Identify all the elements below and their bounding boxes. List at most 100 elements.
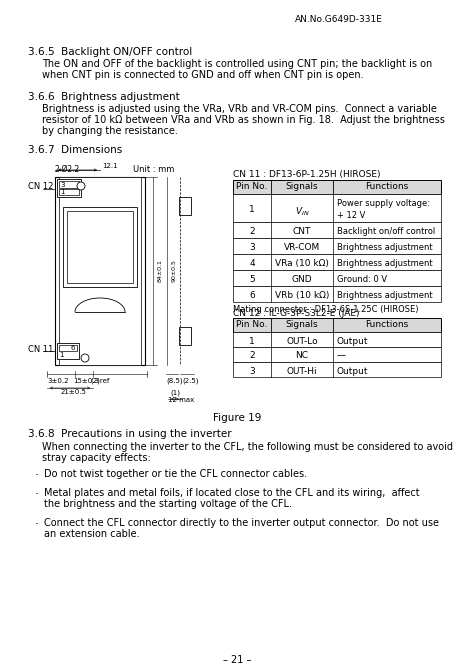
Bar bbox=[63, 207, 137, 287]
Bar bbox=[59, 177, 141, 365]
Text: 3.6.5  Backlight ON/OFF control: 3.6.5 Backlight ON/OFF control bbox=[28, 47, 192, 57]
Text: VRb (10 kΩ): VRb (10 kΩ) bbox=[275, 291, 329, 300]
Text: Output: Output bbox=[337, 336, 368, 346]
Text: OUT-Hi: OUT-Hi bbox=[287, 366, 317, 376]
Text: 3: 3 bbox=[249, 366, 255, 376]
Text: stray capacity effects:: stray capacity effects: bbox=[42, 453, 151, 463]
Text: GND: GND bbox=[292, 275, 312, 284]
Text: 1: 1 bbox=[60, 189, 64, 195]
Text: 3±0.2: 3±0.2 bbox=[47, 378, 69, 384]
Text: 6: 6 bbox=[249, 291, 255, 300]
Text: 4: 4 bbox=[249, 259, 255, 268]
Text: 3.6.6  Brightness adjustment: 3.6.6 Brightness adjustment bbox=[28, 92, 180, 102]
Text: by changing the resistance.: by changing the resistance. bbox=[42, 126, 178, 136]
Text: Figure 19: Figure 19 bbox=[213, 413, 261, 423]
Bar bbox=[57, 343, 79, 359]
Text: CN 12 : IL-G-3P-S3L2-E (JAE): CN 12 : IL-G-3P-S3L2-E (JAE) bbox=[233, 309, 359, 318]
Bar bbox=[233, 222, 441, 238]
Bar bbox=[179, 197, 191, 215]
Text: ·: · bbox=[35, 488, 39, 501]
Text: 3: 3 bbox=[60, 182, 64, 188]
Bar bbox=[67, 211, 133, 283]
Text: ·: · bbox=[35, 518, 39, 531]
Text: + 12 V: + 12 V bbox=[337, 211, 365, 219]
Text: 15±0.3: 15±0.3 bbox=[73, 378, 99, 384]
Text: CN 11: CN 11 bbox=[28, 345, 54, 354]
Bar bbox=[57, 179, 81, 197]
Text: 3.6.8  Precautions in using the inverter: 3.6.8 Precautions in using the inverter bbox=[28, 429, 232, 439]
Text: 5: 5 bbox=[249, 275, 255, 284]
Circle shape bbox=[77, 182, 85, 190]
Text: VRa (10 kΩ): VRa (10 kΩ) bbox=[275, 259, 329, 268]
Text: Pin No.: Pin No. bbox=[237, 320, 268, 329]
Bar bbox=[233, 238, 441, 254]
Text: Do not twist together or tie the CFL connector cables.: Do not twist together or tie the CFL con… bbox=[44, 469, 307, 479]
Text: 12.1: 12.1 bbox=[102, 163, 118, 169]
Bar bbox=[59, 189, 79, 195]
Text: AN.No.G649D-331E: AN.No.G649D-331E bbox=[295, 15, 383, 24]
Text: 84±0.1: 84±0.1 bbox=[158, 260, 163, 282]
Bar bbox=[233, 194, 441, 222]
Bar bbox=[179, 327, 191, 345]
Text: 3.6.7  Dimensions: 3.6.7 Dimensions bbox=[28, 145, 122, 155]
Text: 1: 1 bbox=[249, 336, 255, 346]
Text: (1): (1) bbox=[170, 389, 180, 395]
Text: When connecting the inverter to the CFL, the following must be considered to avo: When connecting the inverter to the CFL,… bbox=[42, 442, 453, 452]
Bar bbox=[233, 180, 441, 194]
Text: Unit : mm: Unit : mm bbox=[133, 165, 174, 174]
Text: (2.5): (2.5) bbox=[182, 378, 199, 384]
Text: 21±0.5: 21±0.5 bbox=[61, 389, 87, 395]
Bar bbox=[233, 362, 441, 377]
Text: ·: · bbox=[35, 469, 39, 482]
Text: 1: 1 bbox=[249, 205, 255, 214]
Text: $V_{IN}$: $V_{IN}$ bbox=[295, 205, 310, 217]
Text: – 21 –: – 21 – bbox=[223, 655, 251, 665]
Text: the brightness and the starting voltage of the CFL.: the brightness and the starting voltage … bbox=[44, 499, 292, 509]
Text: an extension cable.: an extension cable. bbox=[44, 529, 140, 539]
Text: 6: 6 bbox=[71, 345, 75, 351]
Text: Output: Output bbox=[337, 366, 368, 376]
Bar bbox=[59, 181, 79, 188]
Text: 12 max: 12 max bbox=[168, 397, 194, 403]
Text: OUT-Lo: OUT-Lo bbox=[286, 336, 318, 346]
Text: The ON and OFF of the backlight is controlled using CNT pin; the backlight is on: The ON and OFF of the backlight is contr… bbox=[42, 59, 432, 69]
Text: Mating connector : DF13-6S-1.25C (HIROSE): Mating connector : DF13-6S-1.25C (HIROSE… bbox=[233, 305, 419, 314]
Text: CN 12: CN 12 bbox=[28, 182, 54, 191]
Text: (2)ref: (2)ref bbox=[90, 378, 109, 384]
Bar bbox=[233, 270, 441, 286]
Text: Ground: 0 V: Ground: 0 V bbox=[337, 275, 387, 284]
Text: CN 11 : DF13-6P-1.25H (HIROSE): CN 11 : DF13-6P-1.25H (HIROSE) bbox=[233, 170, 381, 179]
Text: 2: 2 bbox=[249, 352, 255, 360]
Bar bbox=[59, 345, 77, 351]
Bar bbox=[233, 347, 441, 362]
Text: —: — bbox=[337, 352, 346, 360]
Text: Functions: Functions bbox=[365, 320, 409, 329]
Text: 2-Ø2.2: 2-Ø2.2 bbox=[55, 165, 80, 174]
Bar bbox=[55, 177, 145, 365]
Bar bbox=[233, 286, 441, 302]
Text: Backlight on/off control: Backlight on/off control bbox=[337, 227, 435, 236]
Text: 1: 1 bbox=[59, 352, 64, 358]
Bar bbox=[233, 254, 441, 270]
Text: Connect the CFL connector directly to the inverter output connector.  Do not use: Connect the CFL connector directly to th… bbox=[44, 518, 439, 528]
Text: Pin No.: Pin No. bbox=[237, 182, 268, 191]
Text: Metal plates and metal foils, if located close to the CFL and its wiring,  affec: Metal plates and metal foils, if located… bbox=[44, 488, 419, 498]
Text: Signals: Signals bbox=[286, 182, 319, 191]
Text: VR-COM: VR-COM bbox=[284, 243, 320, 252]
Bar bbox=[233, 332, 441, 347]
Bar bbox=[233, 318, 441, 332]
Text: Power supply voltage:: Power supply voltage: bbox=[337, 199, 430, 209]
Text: NC: NC bbox=[295, 352, 309, 360]
Text: Brightness adjustment: Brightness adjustment bbox=[337, 291, 433, 300]
Text: Brightness adjustment: Brightness adjustment bbox=[337, 243, 433, 252]
Circle shape bbox=[81, 354, 89, 362]
Text: when CNT pin is connected to GND and off when CNT pin is open.: when CNT pin is connected to GND and off… bbox=[42, 70, 364, 80]
Text: 3: 3 bbox=[249, 243, 255, 252]
Text: Functions: Functions bbox=[365, 182, 409, 191]
Text: 90±0.5: 90±0.5 bbox=[172, 260, 177, 282]
Text: (8.5): (8.5) bbox=[166, 378, 182, 384]
Text: Brightness is adjusted using the VRa, VRb and VR-COM pins.  Connect a variable: Brightness is adjusted using the VRa, VR… bbox=[42, 104, 437, 114]
Text: Brightness adjustment: Brightness adjustment bbox=[337, 259, 433, 268]
Text: Signals: Signals bbox=[286, 320, 319, 329]
Text: resistor of 10 kΩ between VRa and VRb as shown in Fig. 18.  Adjust the brightnes: resistor of 10 kΩ between VRa and VRb as… bbox=[42, 115, 445, 125]
